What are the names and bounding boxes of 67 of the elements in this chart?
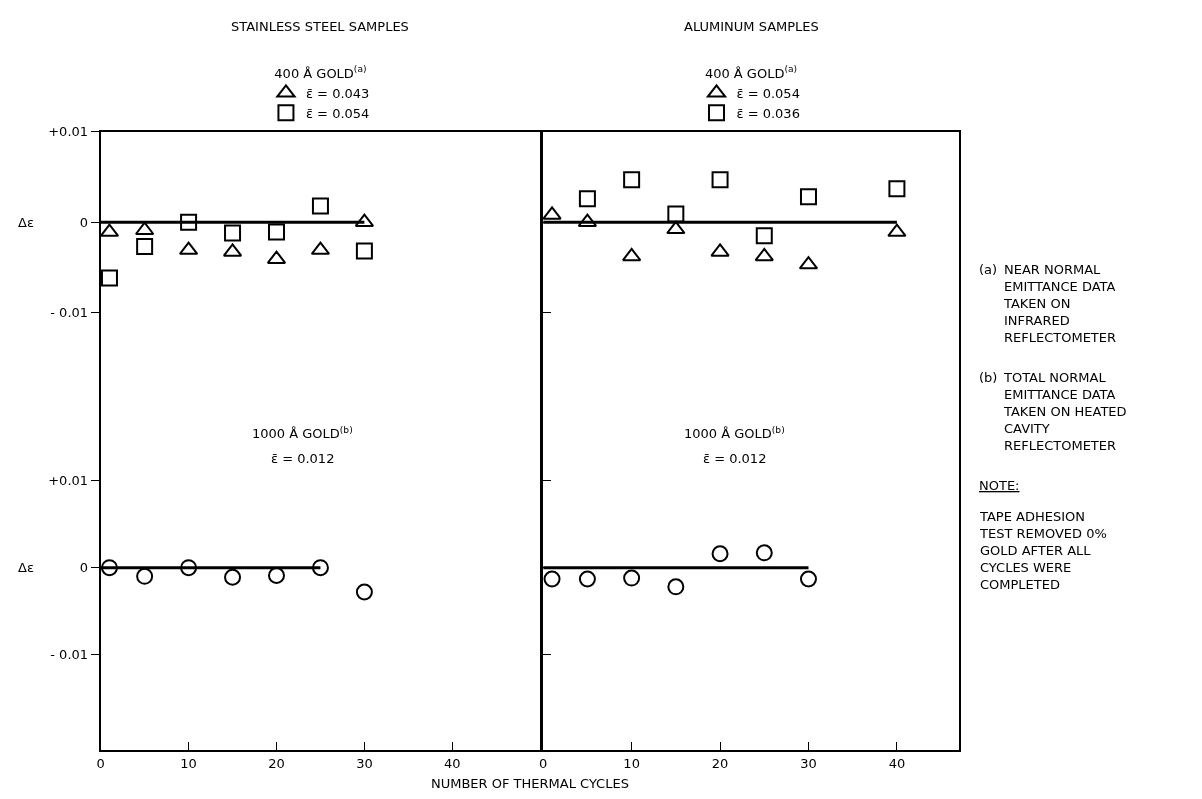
legend-label: ε̄ = 0.036 — [736, 105, 800, 121]
y-tick-label: +0.01 — [48, 124, 89, 140]
point — [623, 171, 641, 189]
y-tick-label: 0 — [79, 214, 89, 230]
text: TAPE ADHESION TEST REMOVED 0% GOLD AFTER ALL CYCLES WERE COMPLETED — [979, 509, 1107, 592]
point — [224, 568, 242, 586]
text: NOTE: — [979, 478, 1020, 493]
chart-title: ALUMINUM SAMPLES — [684, 19, 819, 34]
point — [754, 247, 774, 262]
point — [542, 206, 562, 220]
point — [621, 247, 642, 262]
point — [224, 224, 242, 242]
annotation: ε̄ = 0.012 — [703, 451, 767, 466]
y-axis-title: Δε — [18, 215, 34, 230]
point — [180, 213, 198, 231]
point — [578, 190, 596, 208]
annotation: 1000 Å GOLD$^{(b)}$ — [252, 425, 353, 442]
y-tick-label: - 0.01 — [50, 647, 89, 663]
text: (a) NEAR NORMAL EMITTANCE DATA TAKEN ON INFRARED REFLECTOMETER — [979, 262, 1117, 345]
point — [543, 570, 561, 588]
text: (b) TOTAL NORMAL EMITTANCE DATA TAKEN ON HEATED CAVITY REFLECTOMETER — [979, 370, 1127, 453]
point — [311, 559, 329, 577]
x-tick-label: 40 — [888, 756, 906, 772]
point — [134, 221, 155, 236]
annotation: ε̄ = 0.012 — [271, 451, 335, 466]
point — [887, 223, 907, 237]
x-tick-label: 30 — [800, 756, 817, 772]
point — [100, 559, 118, 577]
point — [710, 243, 730, 257]
point — [667, 578, 685, 596]
x-tick-label: 30 — [356, 756, 373, 772]
point — [799, 188, 817, 206]
point — [180, 559, 198, 577]
point — [799, 570, 817, 588]
point — [711, 545, 729, 563]
point — [311, 197, 329, 215]
point — [267, 223, 285, 241]
y-axis-title: Δε — [18, 560, 34, 575]
point — [578, 570, 596, 588]
point — [667, 205, 685, 223]
x-axis-title: NUMBER OF THERMAL CYCLES — [431, 776, 629, 791]
point — [888, 180, 906, 198]
point — [355, 242, 373, 260]
chart-title: STAINLESS STEEL SAMPLES — [231, 19, 409, 34]
point — [623, 569, 641, 587]
y-tick-label: - 0.01 — [50, 304, 89, 320]
x-tick-label: 10 — [623, 756, 640, 772]
annotation: 1000 Å GOLD$^{(b)}$ — [684, 425, 785, 442]
point — [711, 171, 729, 189]
point — [136, 238, 154, 255]
legend-title: 400 Å GOLD$^{(a)}$ — [274, 64, 367, 81]
legend-label: ε̄ = 0.054 — [736, 85, 800, 101]
x-tick-label: 40 — [444, 756, 461, 772]
legend-label: ε̄ = 0.043 — [305, 85, 370, 101]
x-tick-label: 20 — [268, 756, 285, 772]
point — [355, 583, 373, 601]
y-tick-label: +0.01 — [48, 473, 89, 489]
point — [755, 544, 773, 562]
x-tick-label: 10 — [180, 756, 197, 772]
legend-label: ε̄ = 0.054 — [305, 105, 370, 121]
x-tick-label: 0 — [96, 756, 105, 772]
point — [755, 227, 773, 245]
y-tick-label: 0 — [79, 560, 89, 576]
point — [136, 567, 154, 585]
x-tick-label: 20 — [711, 756, 729, 772]
x-tick-label: 0 — [539, 756, 548, 772]
legend-title: 400 Å GOLD$^{(a)}$ — [704, 64, 798, 81]
